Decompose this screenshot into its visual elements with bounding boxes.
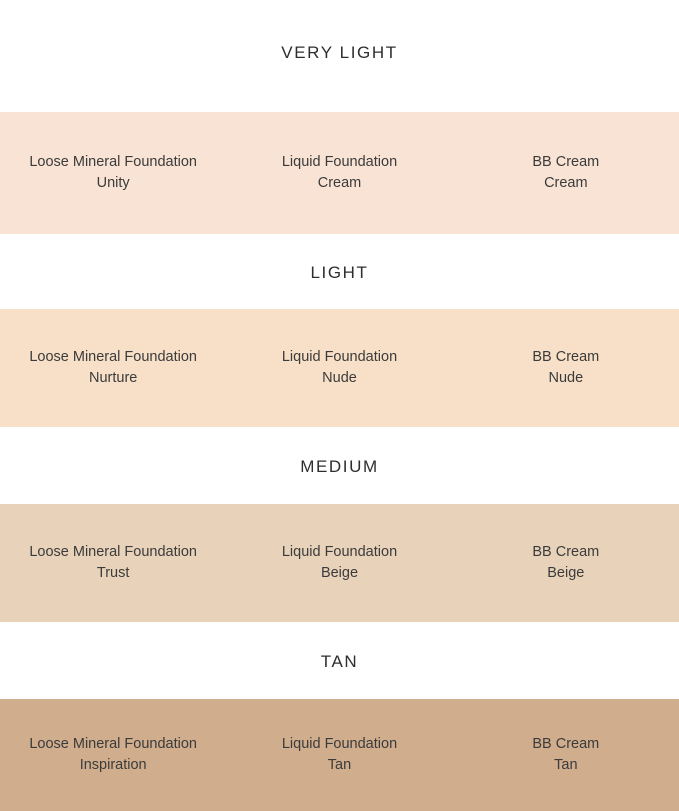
product-cell-loose-mineral-foundation[interactable]: Loose Mineral Foundation Inspiration	[0, 734, 226, 776]
shade-name: Beige	[320, 565, 359, 581]
shade-name: Unity	[96, 175, 130, 191]
shade-name: Nude	[322, 370, 357, 386]
shade-group-tan: TAN Loose Mineral Foundation Inspiration…	[0, 622, 679, 811]
shade-name: Beige	[547, 565, 585, 581]
product-cell-bb-cream[interactable]: BB Cream Tan	[453, 734, 679, 776]
product-cell-liquid-foundation[interactable]: Liquid Foundation Beige	[226, 542, 452, 584]
product-name: Loose Mineral Foundation	[29, 544, 197, 560]
product-name: Loose Mineral Foundation	[29, 349, 197, 365]
product-cell-loose-mineral-foundation[interactable]: Loose Mineral Foundation Trust	[0, 542, 226, 584]
product-name: Liquid Foundation	[281, 736, 398, 752]
group-title-very-light: VERY LIGHT	[0, 0, 679, 112]
shade-name: Tan	[554, 757, 578, 773]
product-name: BB Cream	[532, 544, 600, 560]
shade-name: Cream	[544, 175, 588, 191]
group-title-tan: TAN	[0, 622, 679, 699]
product-cell-liquid-foundation[interactable]: Liquid Foundation Nude	[226, 347, 452, 389]
product-name: Liquid Foundation	[281, 349, 398, 365]
product-cell-bb-cream[interactable]: BB Cream Nude	[453, 347, 679, 389]
product-cell-bb-cream[interactable]: BB Cream Beige	[453, 542, 679, 584]
shade-name: Cream	[317, 175, 362, 191]
product-name: Loose Mineral Foundation	[29, 736, 197, 752]
product-name: Loose Mineral Foundation	[29, 154, 197, 170]
group-title-light: LIGHT	[0, 234, 679, 309]
shade-group-medium: MEDIUM Loose Mineral Foundation Trust Li…	[0, 427, 679, 622]
product-name: BB Cream	[532, 154, 600, 170]
product-name: BB Cream	[532, 349, 600, 365]
group-title-medium: MEDIUM	[0, 427, 679, 504]
product-cell-liquid-foundation[interactable]: Liquid Foundation Tan	[226, 734, 452, 776]
product-name: BB Cream	[532, 736, 600, 752]
swatch-band-tan: Loose Mineral Foundation Inspiration Liq…	[0, 699, 679, 811]
shade-group-light: LIGHT Loose Mineral Foundation Nurture L…	[0, 234, 679, 427]
product-cell-loose-mineral-foundation[interactable]: Loose Mineral Foundation Unity	[0, 152, 226, 194]
product-cell-bb-cream[interactable]: BB Cream Cream	[453, 152, 679, 194]
swatch-band-very-light: Loose Mineral Foundation Unity Liquid Fo…	[0, 112, 679, 234]
shade-group-very-light: VERY LIGHT Loose Mineral Foundation Unit…	[0, 0, 679, 234]
product-cell-loose-mineral-foundation[interactable]: Loose Mineral Foundation Nurture	[0, 347, 226, 389]
shade-name: Inspiration	[79, 757, 147, 773]
product-name: Liquid Foundation	[281, 544, 398, 560]
product-name: Liquid Foundation	[281, 154, 398, 170]
product-cell-liquid-foundation[interactable]: Liquid Foundation Cream	[226, 152, 452, 194]
shade-name: Tan	[327, 757, 352, 773]
shade-name: Nurture	[88, 370, 138, 386]
swatch-band-light: Loose Mineral Foundation Nurture Liquid …	[0, 309, 679, 427]
swatch-band-medium: Loose Mineral Foundation Trust Liquid Fo…	[0, 504, 679, 622]
shade-name: Trust	[96, 565, 130, 581]
shade-name: Nude	[548, 370, 584, 386]
